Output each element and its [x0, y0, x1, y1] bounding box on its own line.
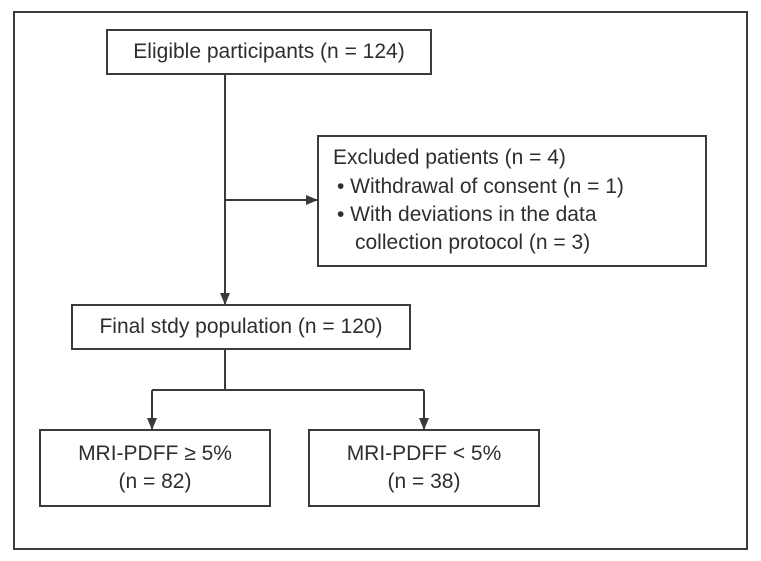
node-ge5-line2: (n = 82)	[119, 468, 192, 496]
node-excluded: Excluded patients (n = 4) • Withdrawal o…	[317, 135, 707, 267]
node-eligible: Eligible participants (n = 124)	[106, 29, 432, 75]
node-final: Final stdy population (n = 120)	[71, 304, 411, 350]
node-excluded-b1: • Withdrawal of consent (n = 1)	[337, 173, 624, 201]
node-lt5: MRI-PDFF < 5% (n = 38)	[308, 429, 540, 507]
node-lt5-line2: (n = 38)	[388, 468, 461, 496]
node-final-text: Final stdy population (n = 120)	[99, 313, 382, 341]
flowchart-canvas: Eligible participants (n = 124) Excluded…	[0, 0, 761, 561]
node-excluded-b2cont: collection protocol (n = 3)	[355, 229, 590, 257]
node-eligible-text: Eligible participants (n = 124)	[133, 38, 404, 66]
node-lt5-line1: MRI-PDFF < 5%	[347, 440, 502, 468]
node-excluded-b2: • With deviations in the data	[337, 201, 597, 229]
node-excluded-header: Excluded patients (n = 4)	[333, 144, 566, 172]
node-ge5-line1: MRI-PDFF ≥ 5%	[78, 440, 232, 468]
node-ge5: MRI-PDFF ≥ 5% (n = 82)	[39, 429, 271, 507]
